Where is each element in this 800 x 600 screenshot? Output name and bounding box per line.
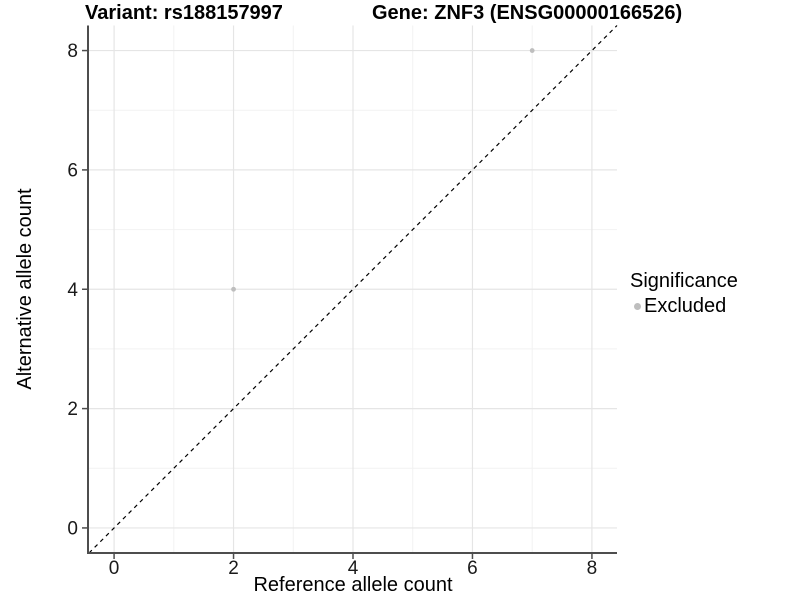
legend-entry-label: Excluded xyxy=(644,295,727,317)
x-axis-title: Reference allele count xyxy=(253,574,453,596)
legend-point-icon xyxy=(634,303,641,310)
x-tick-label: 0 xyxy=(109,558,120,579)
plot-title-variant: Variant: rs188157997 xyxy=(85,2,283,24)
data-point xyxy=(231,286,236,292)
data-point xyxy=(529,48,535,53)
x-tick-label: 4 xyxy=(348,558,359,579)
plot-title-gene: Gene: ZNF3 (ENSG00000166526) xyxy=(372,2,683,24)
y-tick-label: 2 xyxy=(67,399,78,420)
y-tick-label: 4 xyxy=(67,280,78,301)
x-tick-label: 8 xyxy=(587,558,598,579)
legend-title: Significance xyxy=(630,270,738,292)
x-tick-label: 2 xyxy=(228,558,239,579)
legend-entry: Excluded xyxy=(630,295,738,318)
y-tick-label: 8 xyxy=(67,41,78,62)
legend: Significance Excluded xyxy=(630,270,738,318)
y-axis-title-text: Alternative allele count xyxy=(14,188,36,390)
y-tick-label: 6 xyxy=(67,160,78,181)
x-tick-label: 6 xyxy=(467,558,478,579)
y-tick-label: 0 xyxy=(67,518,78,539)
